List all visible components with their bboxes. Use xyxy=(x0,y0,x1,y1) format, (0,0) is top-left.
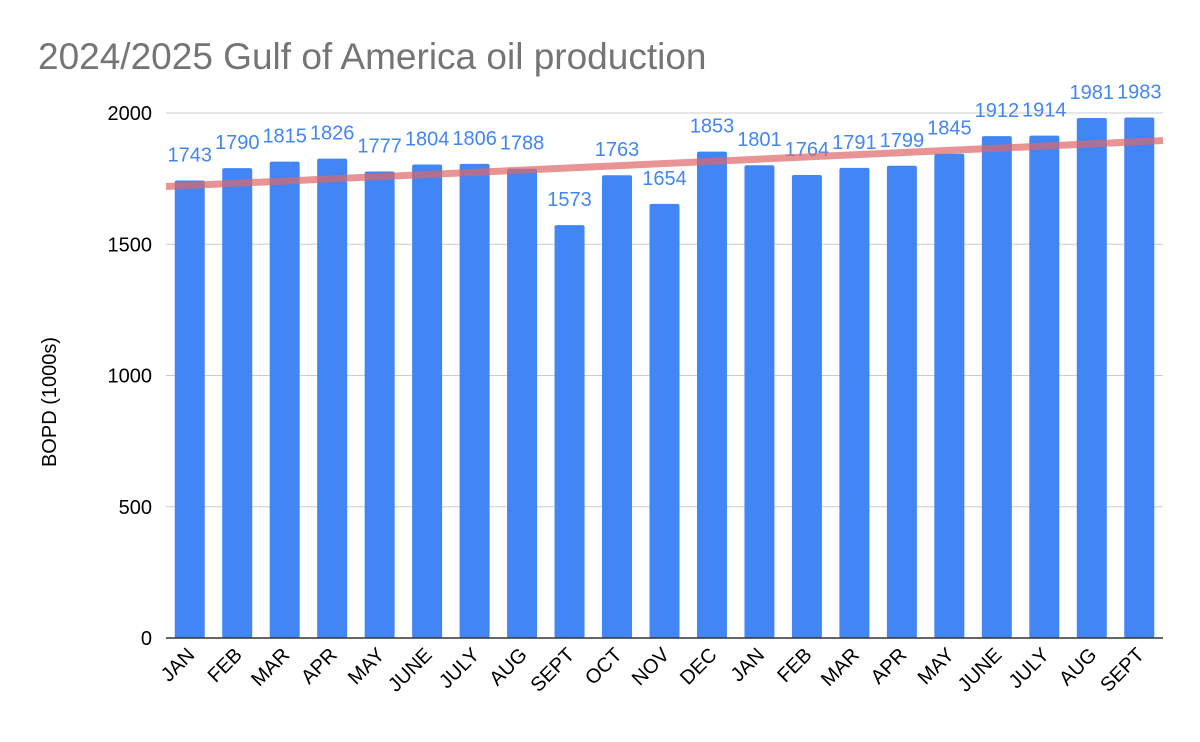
x-tick-label: OCT xyxy=(581,644,626,689)
data-label: 1801 xyxy=(737,129,782,151)
bar xyxy=(1076,117,1107,639)
data-label: 1815 xyxy=(262,126,307,148)
data-label: 1790 xyxy=(215,132,260,154)
y-axis-ticks: 0 500 1000 1500 2000 xyxy=(108,103,153,650)
bar xyxy=(886,165,917,638)
x-tick-label: JUNE xyxy=(384,644,436,696)
data-label: 1983 xyxy=(1117,81,1162,103)
bar xyxy=(744,165,775,639)
bar xyxy=(364,171,395,638)
data-label: 1804 xyxy=(405,128,450,150)
x-tick-label: MAY xyxy=(914,644,959,689)
x-tick-label: JAN xyxy=(727,644,769,686)
bar xyxy=(1124,117,1155,638)
x-tick-label: NOV xyxy=(628,644,675,691)
bar xyxy=(1029,135,1060,638)
bar xyxy=(934,153,965,638)
x-tick-label: MAR xyxy=(817,644,864,691)
x-tick-label: JULY xyxy=(1005,644,1054,693)
x-tick-label: APR xyxy=(297,644,342,689)
data-label: 1826 xyxy=(310,123,355,145)
x-tick-label: SEPT xyxy=(1096,644,1149,697)
data-label: 1845 xyxy=(927,118,972,140)
x-tick-label: SEPT xyxy=(527,644,580,697)
x-tick-label: JAN xyxy=(157,644,199,686)
y-tick-label: 1500 xyxy=(108,234,153,256)
x-tick-label: APR xyxy=(867,644,912,689)
bars xyxy=(174,117,1155,639)
bar xyxy=(839,167,870,639)
x-tick-label: DEC xyxy=(676,644,721,689)
data-label: 1806 xyxy=(452,128,497,150)
x-tick-label: MAR xyxy=(247,644,294,691)
trendline-layer xyxy=(165,137,1164,190)
bar xyxy=(649,203,680,638)
y-tick-label: 0 xyxy=(141,628,152,650)
x-tick-label: AUG xyxy=(1055,644,1101,690)
bar xyxy=(459,163,490,639)
data-label: 1573 xyxy=(547,189,592,211)
data-label: 1791 xyxy=(832,132,877,154)
bar xyxy=(269,161,300,638)
data-label: 1788 xyxy=(500,133,545,155)
x-tick-label: JUNE xyxy=(954,644,1006,696)
x-tick-label: FEB xyxy=(773,644,816,687)
data-label: 1654 xyxy=(642,168,687,190)
bar xyxy=(507,168,538,638)
data-label: 1914 xyxy=(1022,100,1067,122)
data-label: 1853 xyxy=(690,116,735,138)
x-tick-label: FEB xyxy=(204,644,247,687)
data-label: 1981 xyxy=(1070,82,1115,104)
bar xyxy=(602,175,633,638)
trendline xyxy=(165,137,1164,190)
bar xyxy=(554,225,585,638)
data-label: 1763 xyxy=(595,139,640,161)
bar xyxy=(222,168,253,638)
y-tick-label: 1000 xyxy=(108,366,153,388)
x-tick-label: MAY xyxy=(344,644,389,689)
data-label: 1743 xyxy=(167,144,212,166)
bar xyxy=(791,174,822,638)
bar xyxy=(981,136,1012,638)
bar xyxy=(317,158,348,639)
y-axis-label: BOPD (1000s) xyxy=(39,337,61,467)
y-tick-label: 2000 xyxy=(108,103,153,125)
x-tick-label: AUG xyxy=(485,644,531,690)
data-label: 1799 xyxy=(880,130,925,152)
chart-title: 2024/2025 Gulf of America oil production xyxy=(38,36,706,77)
bar xyxy=(174,180,205,638)
data-label: 1777 xyxy=(357,136,402,158)
y-tick-label: 500 xyxy=(119,497,152,519)
x-tick-label: JULY xyxy=(435,644,484,693)
bar xyxy=(412,164,443,638)
data-label: 1912 xyxy=(975,100,1020,122)
bar xyxy=(696,151,727,638)
